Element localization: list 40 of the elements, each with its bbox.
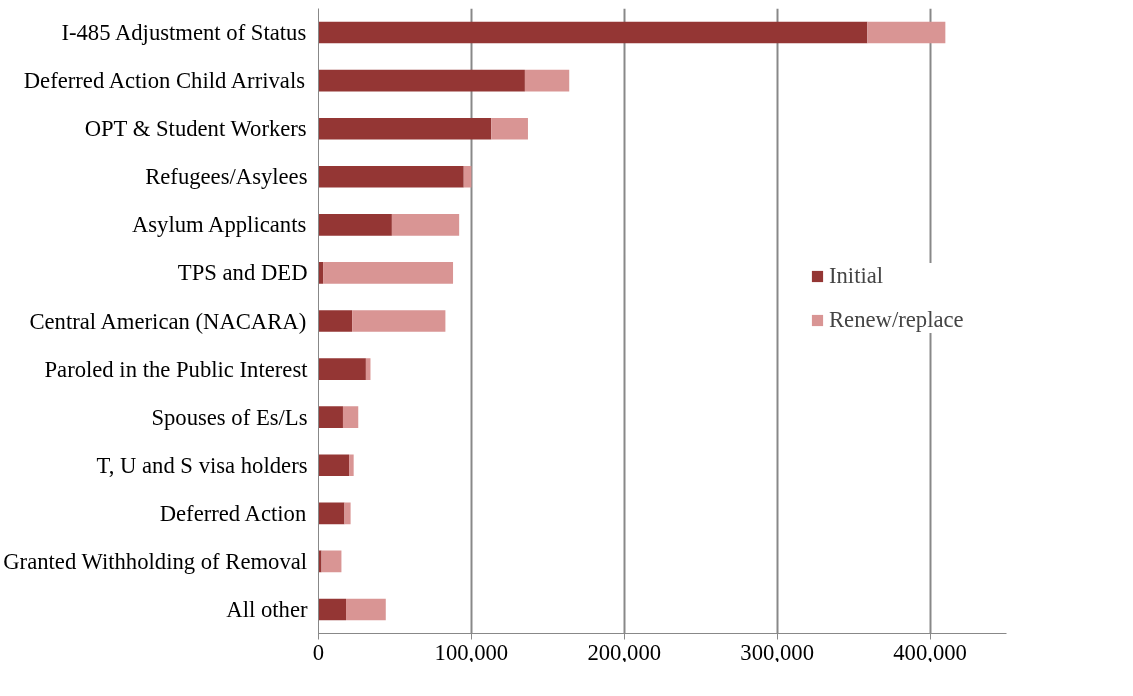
bar: [463, 165, 472, 188]
bar: [491, 117, 528, 140]
y-tick-label: I-485 Adjustment of Status: [61, 20, 307, 46]
bar: [346, 598, 386, 621]
bar: [318, 165, 464, 188]
y-tick-label: Deferred Action: [159, 500, 307, 526]
legend-label: Renew/replace: [829, 307, 964, 333]
y-tick-label: Asylum Applicants: [131, 212, 307, 238]
legend-label: Initial: [829, 263, 884, 289]
bar: [318, 214, 392, 236]
y-tick-label: OPT & Student Workers: [84, 116, 307, 142]
y-tick-label: Granted Withholding of Removal: [3, 548, 308, 574]
bar: [318, 550, 322, 573]
bar: [318, 69, 525, 92]
y-tick-label: Central American (NACARA): [29, 308, 307, 334]
y-tick-label: Deferred Action Child Arrivals: [23, 68, 305, 94]
bar: [352, 310, 446, 332]
y-tick-label: Paroled in the Public Interest: [44, 356, 309, 382]
bar: [342, 406, 359, 428]
bar: [318, 310, 353, 332]
y-tick-label: TPS and DED: [177, 260, 308, 286]
y-tick-label: All other: [226, 596, 308, 622]
bar: [867, 21, 946, 44]
bar: [318, 598, 347, 621]
bar: [344, 502, 351, 525]
bar: [318, 406, 343, 428]
bar: [318, 21, 868, 44]
bar: [318, 117, 492, 140]
bar: [524, 69, 570, 92]
bar: [318, 358, 366, 380]
y-tick-label: Refugees/Asylees: [145, 164, 308, 190]
bar: [391, 214, 460, 236]
bar: [318, 502, 345, 525]
y-tick-label: T, U and S visa holders: [96, 452, 308, 478]
bar: [318, 454, 350, 477]
y-tick-label: Spouses of Es/Ls: [151, 404, 308, 430]
bar: [349, 454, 354, 477]
bar: [321, 550, 342, 573]
x-tick-label: 0: [312, 639, 325, 665]
bar: [323, 262, 454, 284]
